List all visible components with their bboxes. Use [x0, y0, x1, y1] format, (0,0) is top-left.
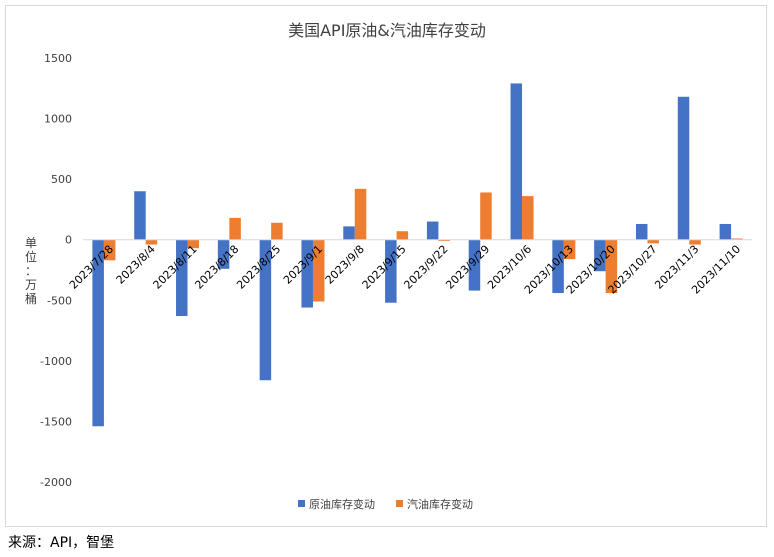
bar [271, 222, 283, 240]
bar [510, 83, 523, 240]
y-tick-label: 500 [51, 173, 72, 186]
y-tick-label: -1500 [40, 415, 72, 428]
bar [689, 239, 701, 245]
bar [480, 192, 492, 240]
x-tick-label: 2023/8/4 [114, 243, 158, 287]
x-tick-label: 2023/8/18 [192, 243, 241, 292]
bar [647, 239, 659, 244]
x-tick-label: 2023/9/29 [443, 243, 492, 292]
legend-swatch [298, 500, 305, 507]
y-tick-label: 1500 [44, 52, 72, 65]
bar [145, 239, 158, 245]
bar [522, 196, 534, 240]
legend-label: 原油库存变动 [309, 497, 375, 511]
x-tick-label: 2023/9/15 [360, 243, 409, 292]
bar [438, 239, 450, 241]
bar [426, 221, 439, 240]
bar [354, 188, 367, 240]
bar [677, 96, 690, 240]
source-note: 来源：API，智堡 [8, 535, 115, 551]
bar [103, 239, 116, 261]
y-tick-label: 0 [65, 234, 72, 247]
y-tick-label: -500 [47, 294, 72, 307]
bar [468, 239, 481, 291]
bar [385, 239, 397, 303]
bar [731, 238, 743, 240]
y-tick-label: 1000 [44, 113, 72, 126]
bar [635, 223, 648, 240]
bar [229, 217, 241, 240]
bar [217, 239, 230, 269]
y-tick-label: -2000 [40, 476, 72, 489]
bar [134, 191, 146, 240]
bar [719, 223, 732, 240]
y-axis-label: 单位：万桶 [25, 236, 37, 306]
bar [343, 226, 355, 240]
bar [605, 239, 618, 294]
x-tick-label: 2023/9/22 [401, 243, 450, 292]
y-tick-label: -1000 [40, 355, 72, 368]
x-tick-label: 2023/8/25 [234, 243, 283, 292]
bar [259, 239, 272, 381]
chart-title: 美国API原油&汽油库存变动 [288, 21, 486, 40]
x-tick-label: 2023/9/8 [323, 243, 367, 287]
bar [92, 239, 104, 427]
bar [594, 239, 606, 272]
x-tick-label: 2023/7/28 [67, 243, 116, 292]
x-tick-label: 2023/8/11 [151, 243, 200, 292]
bar [301, 239, 313, 308]
bar [563, 239, 576, 260]
bar [312, 239, 325, 302]
legend-swatch [396, 500, 403, 507]
bar [176, 239, 188, 317]
legend-label: 汽油库存变动 [407, 497, 473, 511]
bar [552, 239, 564, 294]
bar [187, 239, 200, 249]
bar [396, 231, 409, 240]
